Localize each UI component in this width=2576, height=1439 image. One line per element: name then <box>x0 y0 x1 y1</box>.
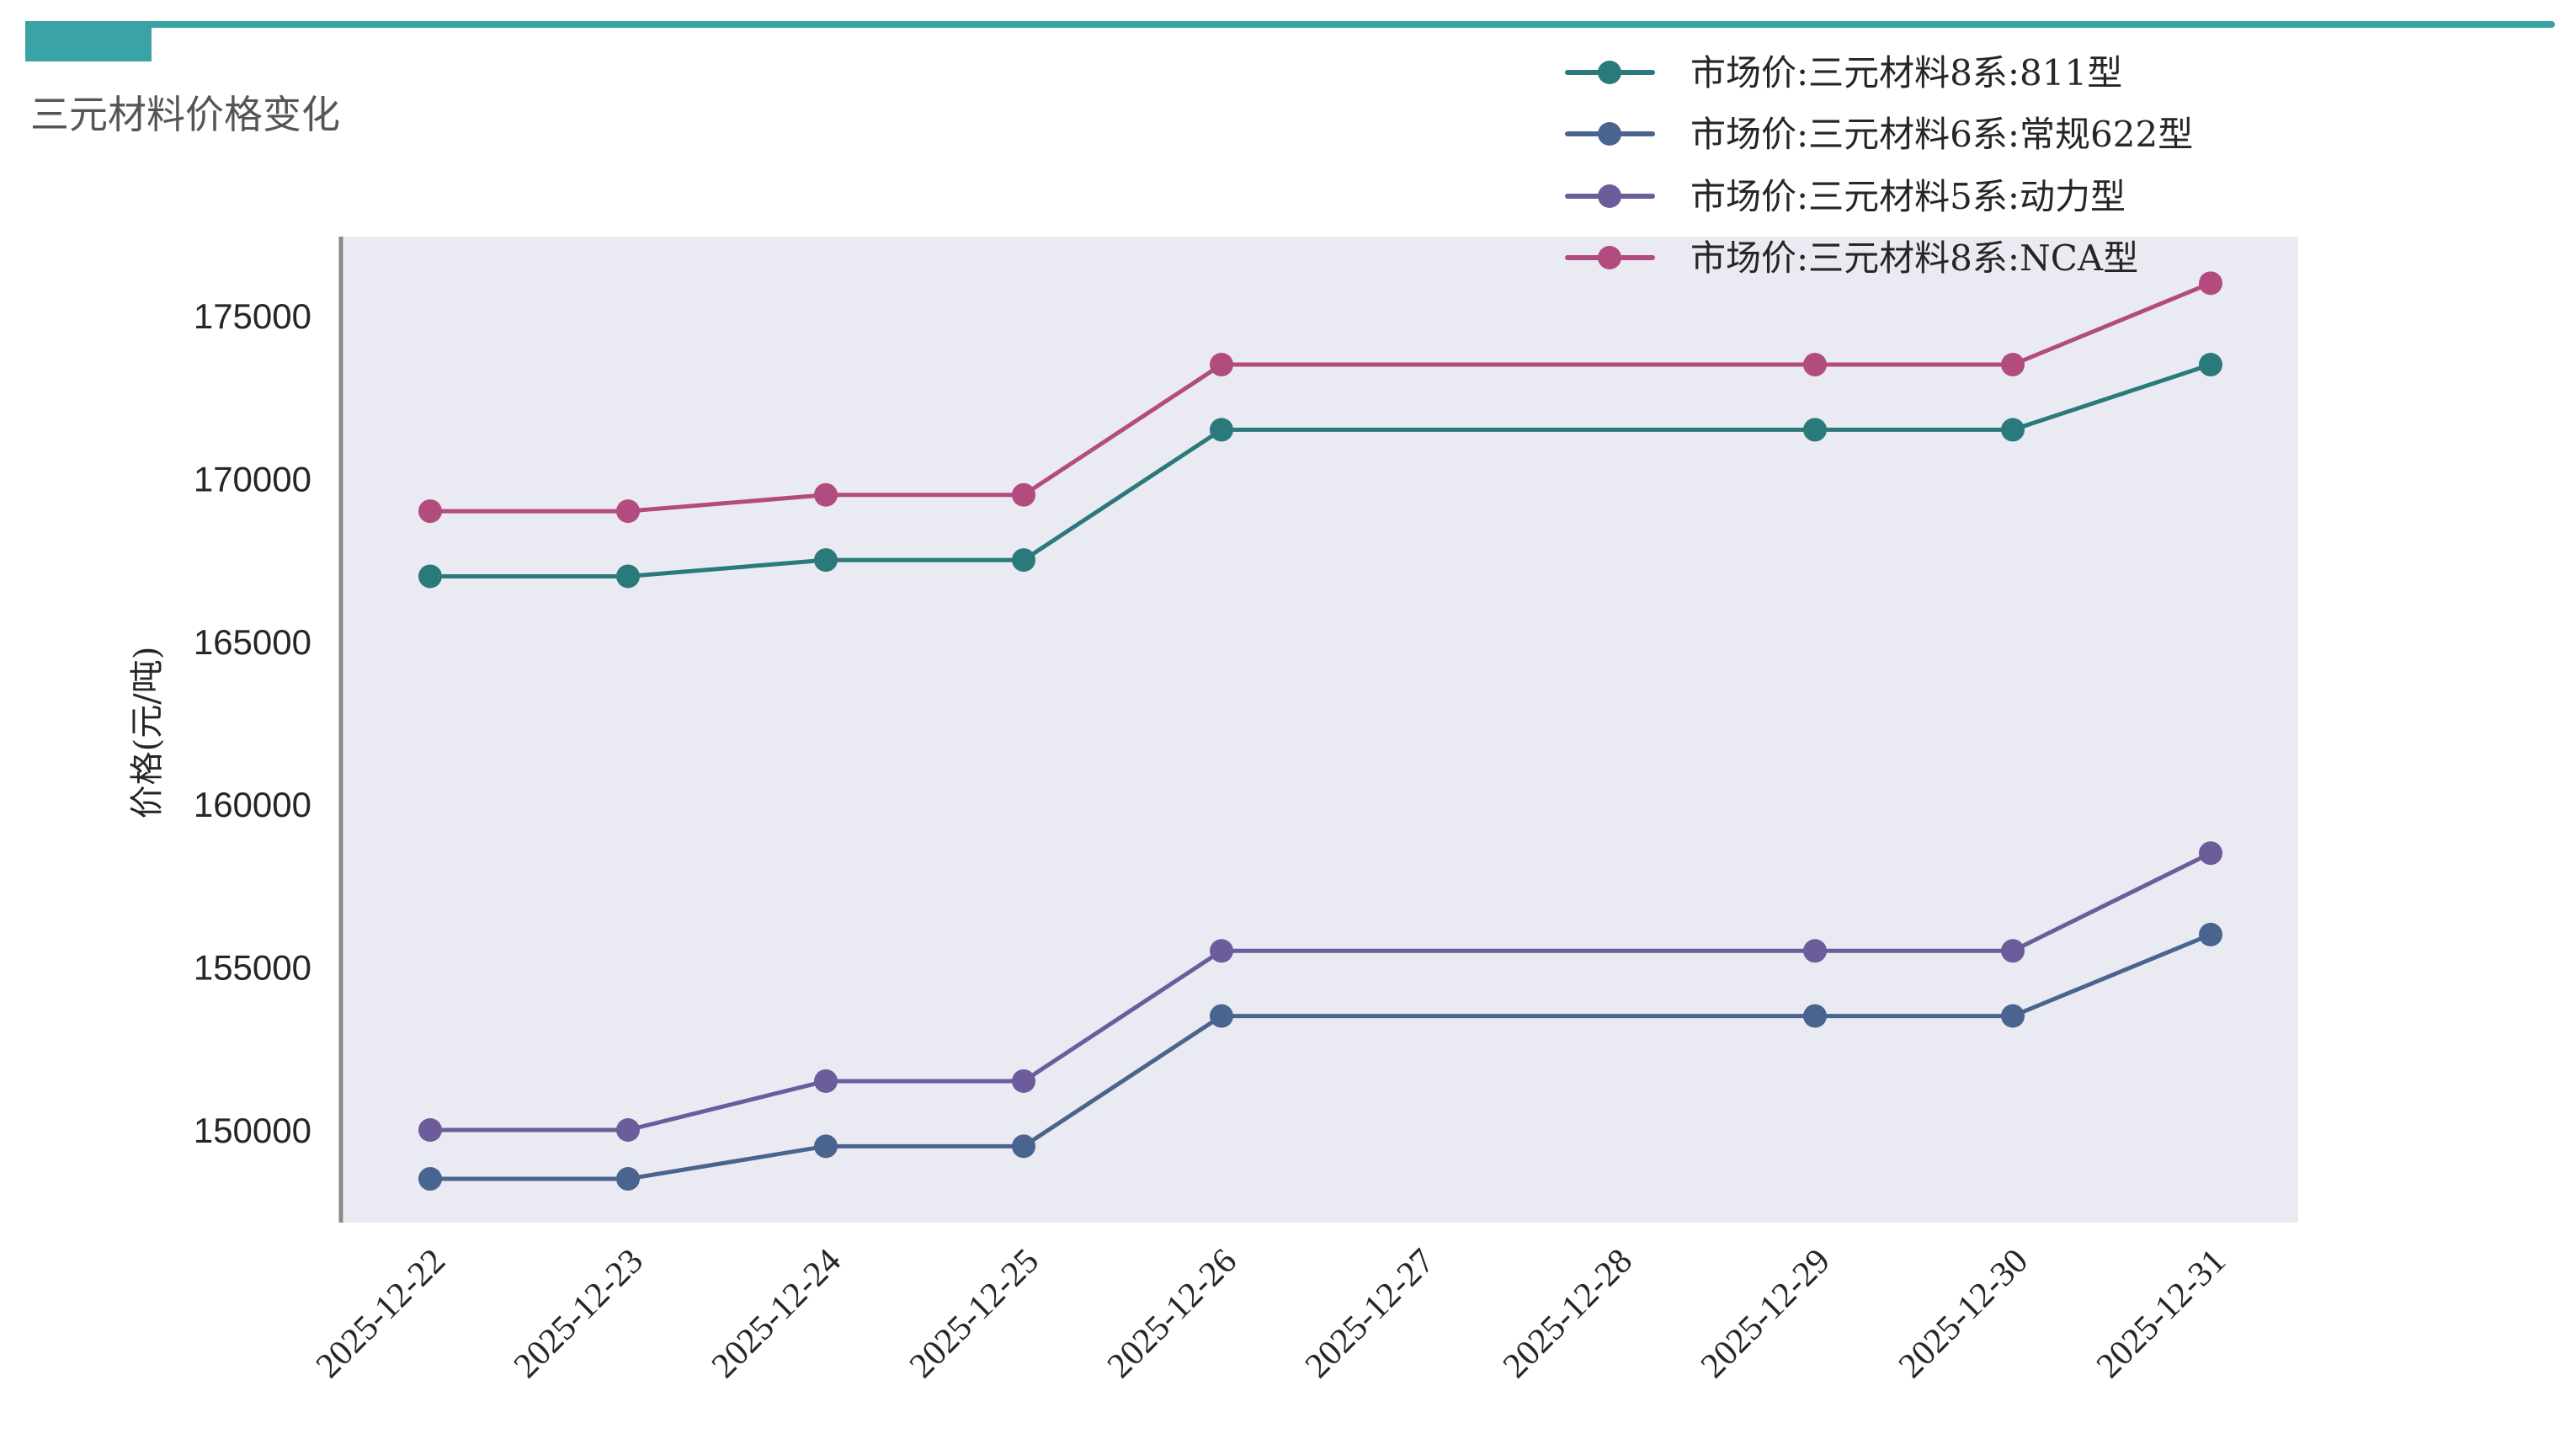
data-point-marker <box>418 499 442 524</box>
y-tick-label: 155000 <box>194 948 311 988</box>
y-tick-label: 160000 <box>194 785 311 824</box>
data-point-marker <box>1012 1134 1035 1159</box>
data-point-marker <box>2199 922 2222 946</box>
data-point-marker <box>418 1167 442 1191</box>
x-axis-ticks: 2025-12-22 2025-12-23 2025-12-24 2025-12-25… <box>309 1242 2233 1386</box>
series-line <box>418 271 2222 524</box>
x-tick-label: 2025-12-27 <box>1298 1242 1442 1386</box>
x-tick-label: 2025-12-23 <box>507 1242 651 1386</box>
page-title: 三元材料价格变化 <box>30 92 340 137</box>
data-point-marker <box>1012 482 1035 507</box>
series-line <box>418 841 2222 1142</box>
data-point-marker <box>2199 841 2222 866</box>
legend-label: 市场价:三元材料8系:NCA型 <box>1690 237 2138 279</box>
data-point-marker <box>2001 418 2025 442</box>
x-tick-label: 2025-12-29 <box>1694 1242 1838 1386</box>
data-point-marker <box>1012 1069 1035 1093</box>
data-point-marker <box>616 564 640 589</box>
legend: 市场价:三元材料8系:811型市场价:三元材料6系:常规622型市场价:三元材料… <box>1565 52 2193 279</box>
data-point-marker <box>2199 271 2222 296</box>
data-point-marker <box>418 564 442 589</box>
y-tick-label: 165000 <box>194 622 311 662</box>
data-point-marker <box>2001 1004 2025 1028</box>
x-tick-label: 2025-12-22 <box>309 1242 453 1386</box>
data-point-marker <box>1210 418 1233 442</box>
data-point-marker <box>814 548 838 573</box>
y-tick-label: 150000 <box>194 1111 311 1150</box>
x-tick-label: 2025-12-26 <box>1100 1242 1244 1386</box>
legend-item: 市场价:三元材料8系:NCA型 <box>1565 237 2138 279</box>
legend-marker-icon <box>1598 122 1621 146</box>
series-line <box>418 353 2222 589</box>
header-decoration <box>25 21 2555 61</box>
legend-marker-icon <box>1598 246 1621 269</box>
y-axis-ticks: 150000 155000 160000 165000 170000 175000 <box>194 296 311 1150</box>
data-point-marker <box>2001 353 2025 377</box>
legend-label: 市场价:三元材料5系:动力型 <box>1690 176 2126 217</box>
data-point-marker <box>1210 939 1233 963</box>
y-tick-label: 170000 <box>194 459 311 498</box>
legend-label: 市场价:三元材料6系:常规622型 <box>1690 114 2193 155</box>
legend-item: 市场价:三元材料8系:811型 <box>1565 52 2122 93</box>
series-lines <box>418 271 2222 1191</box>
x-tick-label: 2025-12-24 <box>705 1242 849 1386</box>
data-point-marker <box>1803 939 1827 963</box>
x-tick-label: 2025-12-25 <box>902 1242 1046 1386</box>
data-point-marker <box>2199 353 2222 377</box>
header-accent-line <box>25 21 2555 28</box>
x-tick-label: 2025-12-28 <box>1496 1242 1640 1386</box>
data-point-marker <box>418 1118 442 1142</box>
data-point-marker <box>1803 1004 1827 1028</box>
data-point-marker <box>616 499 640 524</box>
legend-item: 市场价:三元材料5系:动力型 <box>1565 176 2126 217</box>
legend-item: 市场价:三元材料6系:常规622型 <box>1565 114 2193 155</box>
x-tick-label: 2025-12-30 <box>1892 1242 2036 1386</box>
header-accent-block <box>25 21 152 61</box>
data-point-marker <box>616 1167 640 1191</box>
data-point-marker <box>1803 353 1827 377</box>
series-line <box>418 922 2222 1191</box>
plot-area <box>343 237 2298 1223</box>
data-point-marker <box>1012 548 1035 573</box>
data-point-marker <box>814 1134 838 1159</box>
x-tick-label: 2025-12-31 <box>2089 1242 2233 1386</box>
legend-marker-icon <box>1598 184 1621 208</box>
data-point-marker <box>1803 418 1827 442</box>
data-point-marker <box>2001 939 2025 963</box>
data-point-marker <box>1210 353 1233 377</box>
data-point-marker <box>616 1118 640 1142</box>
data-point-marker <box>814 1069 838 1093</box>
y-axis-label: 价格(元/吨) <box>128 647 167 819</box>
legend-label: 市场价:三元材料8系:811型 <box>1690 52 2122 93</box>
data-point-marker <box>814 482 838 507</box>
legend-marker-icon <box>1598 61 1621 84</box>
y-tick-label: 175000 <box>194 296 311 336</box>
data-point-marker <box>1210 1004 1233 1028</box>
